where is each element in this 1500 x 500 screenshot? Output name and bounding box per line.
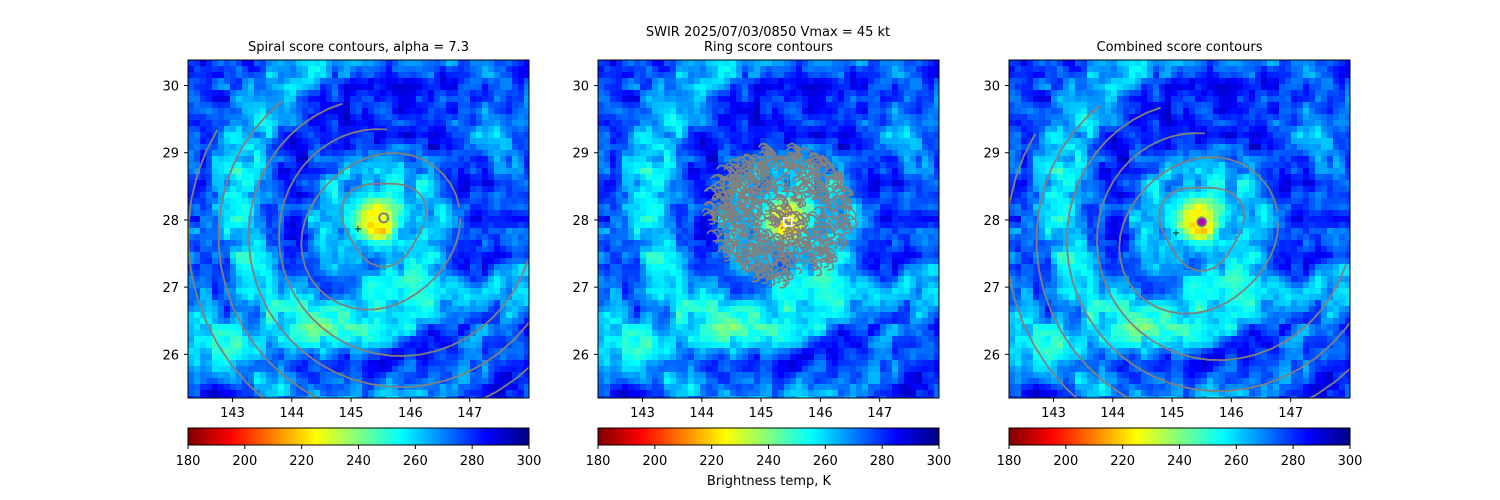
panel-title: Combined score contours xyxy=(1097,40,1263,55)
colorbar-tick-label: 240 xyxy=(346,454,371,469)
colorbar-tick-label: 200 xyxy=(642,454,667,469)
colorbar-tick-label: 300 xyxy=(927,454,952,469)
y-tick-label: 30 xyxy=(162,80,179,95)
colorbar-tick-label: 240 xyxy=(1167,454,1192,469)
contour-spiral-2 xyxy=(247,102,529,388)
y-tick-label: 26 xyxy=(983,348,1000,363)
colorbar-tick-label: 180 xyxy=(997,454,1022,469)
ring-contour-disk xyxy=(701,142,858,289)
y-tick-label: 26 xyxy=(572,348,589,363)
x-tick-label: 147 xyxy=(867,406,892,421)
y-tick-label: 28 xyxy=(572,214,589,229)
contour-spiral-4 xyxy=(188,129,265,398)
y-tick-label: 29 xyxy=(572,147,589,162)
contours xyxy=(1009,104,1350,398)
colorbar-gradient xyxy=(597,427,940,446)
colorbar-tick-label: 180 xyxy=(586,454,611,469)
x-tick-label: 143 xyxy=(220,406,245,421)
colorbar-tick-label: 280 xyxy=(1281,454,1306,469)
y-tick-label: 28 xyxy=(162,214,179,229)
panel-2: Ring score contours 143 144 145 146 147 26 27 28… xyxy=(572,40,951,469)
y-tick-label: 29 xyxy=(162,147,179,162)
y-tick-label: 26 xyxy=(162,348,179,363)
panel-title: Ring score contours xyxy=(704,40,833,55)
panel-title: Spiral score contours, alpha = 7.3 xyxy=(248,40,469,55)
colorbar-tick-label: 260 xyxy=(1224,454,1249,469)
colorbar: 180 200 220 240 260 280 300 xyxy=(176,427,542,469)
x-tick-label: 147 xyxy=(457,406,482,421)
contour-spiral-4 xyxy=(1009,133,1078,398)
panel-1: Spiral score contours, alpha = 7.3 +143 14… xyxy=(162,40,542,469)
contours xyxy=(188,100,529,398)
colorbar-tick-label: 260 xyxy=(403,454,428,469)
panels: Spiral score contours, alpha = 7.3 +143 14… xyxy=(162,40,1363,469)
colorbar-tick-label: 180 xyxy=(176,454,201,469)
x-tick-label: 144 xyxy=(689,406,714,421)
y-tick-label: 28 xyxy=(983,214,1000,229)
center-marker xyxy=(1196,216,1208,228)
heatmap xyxy=(598,60,939,398)
colorbar-tick-label: 240 xyxy=(756,454,781,469)
y-tick-label: 30 xyxy=(572,80,589,95)
colorbar-label: Brightness temp, K xyxy=(707,474,832,489)
axes-frame xyxy=(1008,59,1351,399)
colorbar-tick-label: 300 xyxy=(517,454,542,469)
x-tick-label: 145 xyxy=(1160,406,1185,421)
contours xyxy=(701,142,858,289)
contour-spiral-2 xyxy=(1065,106,1350,392)
axes-frame xyxy=(187,59,530,399)
y-tick-label: 27 xyxy=(162,281,179,296)
x-tick-label: 144 xyxy=(1100,406,1125,421)
x-tick-label: 143 xyxy=(1041,406,1066,421)
colorbar: 180 200 220 240 260 280 300 xyxy=(997,427,1363,469)
contour-middle xyxy=(300,152,462,311)
colorbar-tick-label: 260 xyxy=(813,454,838,469)
colorbar-tick-label: 220 xyxy=(699,454,724,469)
contour-inner xyxy=(340,182,428,268)
y-tick-label: 27 xyxy=(572,281,589,296)
contour-spiral-1 xyxy=(278,128,529,357)
x-tick-label: 145 xyxy=(339,406,364,421)
figure-suptitle: SWIR 2025/07/03/0850 Vmax = 45 kt xyxy=(646,25,890,40)
x-tick-label: 147 xyxy=(1278,406,1303,421)
axes-frame xyxy=(597,59,940,399)
colorbar-tick-label: 200 xyxy=(1053,454,1078,469)
x-tick-label: 146 xyxy=(808,406,833,421)
heatmap xyxy=(1009,60,1350,398)
y-tick-label: 27 xyxy=(983,281,1000,296)
contour-spiral-3 xyxy=(1035,104,1350,398)
colorbar-gradient xyxy=(187,427,530,446)
panel-3: Combined score contours +143 144 145 146 147 2… xyxy=(983,40,1363,469)
contour-spiral-1 xyxy=(1096,132,1347,362)
x-tick-label: 144 xyxy=(279,406,304,421)
x-tick-label: 143 xyxy=(630,406,655,421)
contour-spiral-3 xyxy=(217,100,529,398)
colorbar-tick-label: 280 xyxy=(870,454,895,469)
contour-inner xyxy=(1158,186,1246,272)
contour-middle xyxy=(1118,156,1280,315)
y-tick-label: 29 xyxy=(983,147,1000,162)
colorbar-tick-label: 220 xyxy=(1110,454,1135,469)
y-tick-label: 30 xyxy=(983,80,1000,95)
colorbar: 180 200 220 240 260 280 300 xyxy=(586,427,952,469)
colorbar-gradient xyxy=(1008,427,1351,446)
x-tick-label: 146 xyxy=(1219,406,1244,421)
colorbar-tick-label: 200 xyxy=(232,454,257,469)
colorbar-tick-label: 300 xyxy=(1338,454,1363,469)
x-tick-label: 145 xyxy=(749,406,774,421)
colorbar-tick-label: 280 xyxy=(460,454,485,469)
center-marker xyxy=(378,212,390,224)
plus-mark: + xyxy=(1172,228,1180,239)
colorbar-tick-label: 220 xyxy=(289,454,314,469)
center-marker xyxy=(782,217,793,227)
plus-mark: + xyxy=(354,224,362,235)
x-tick-label: 146 xyxy=(398,406,423,421)
